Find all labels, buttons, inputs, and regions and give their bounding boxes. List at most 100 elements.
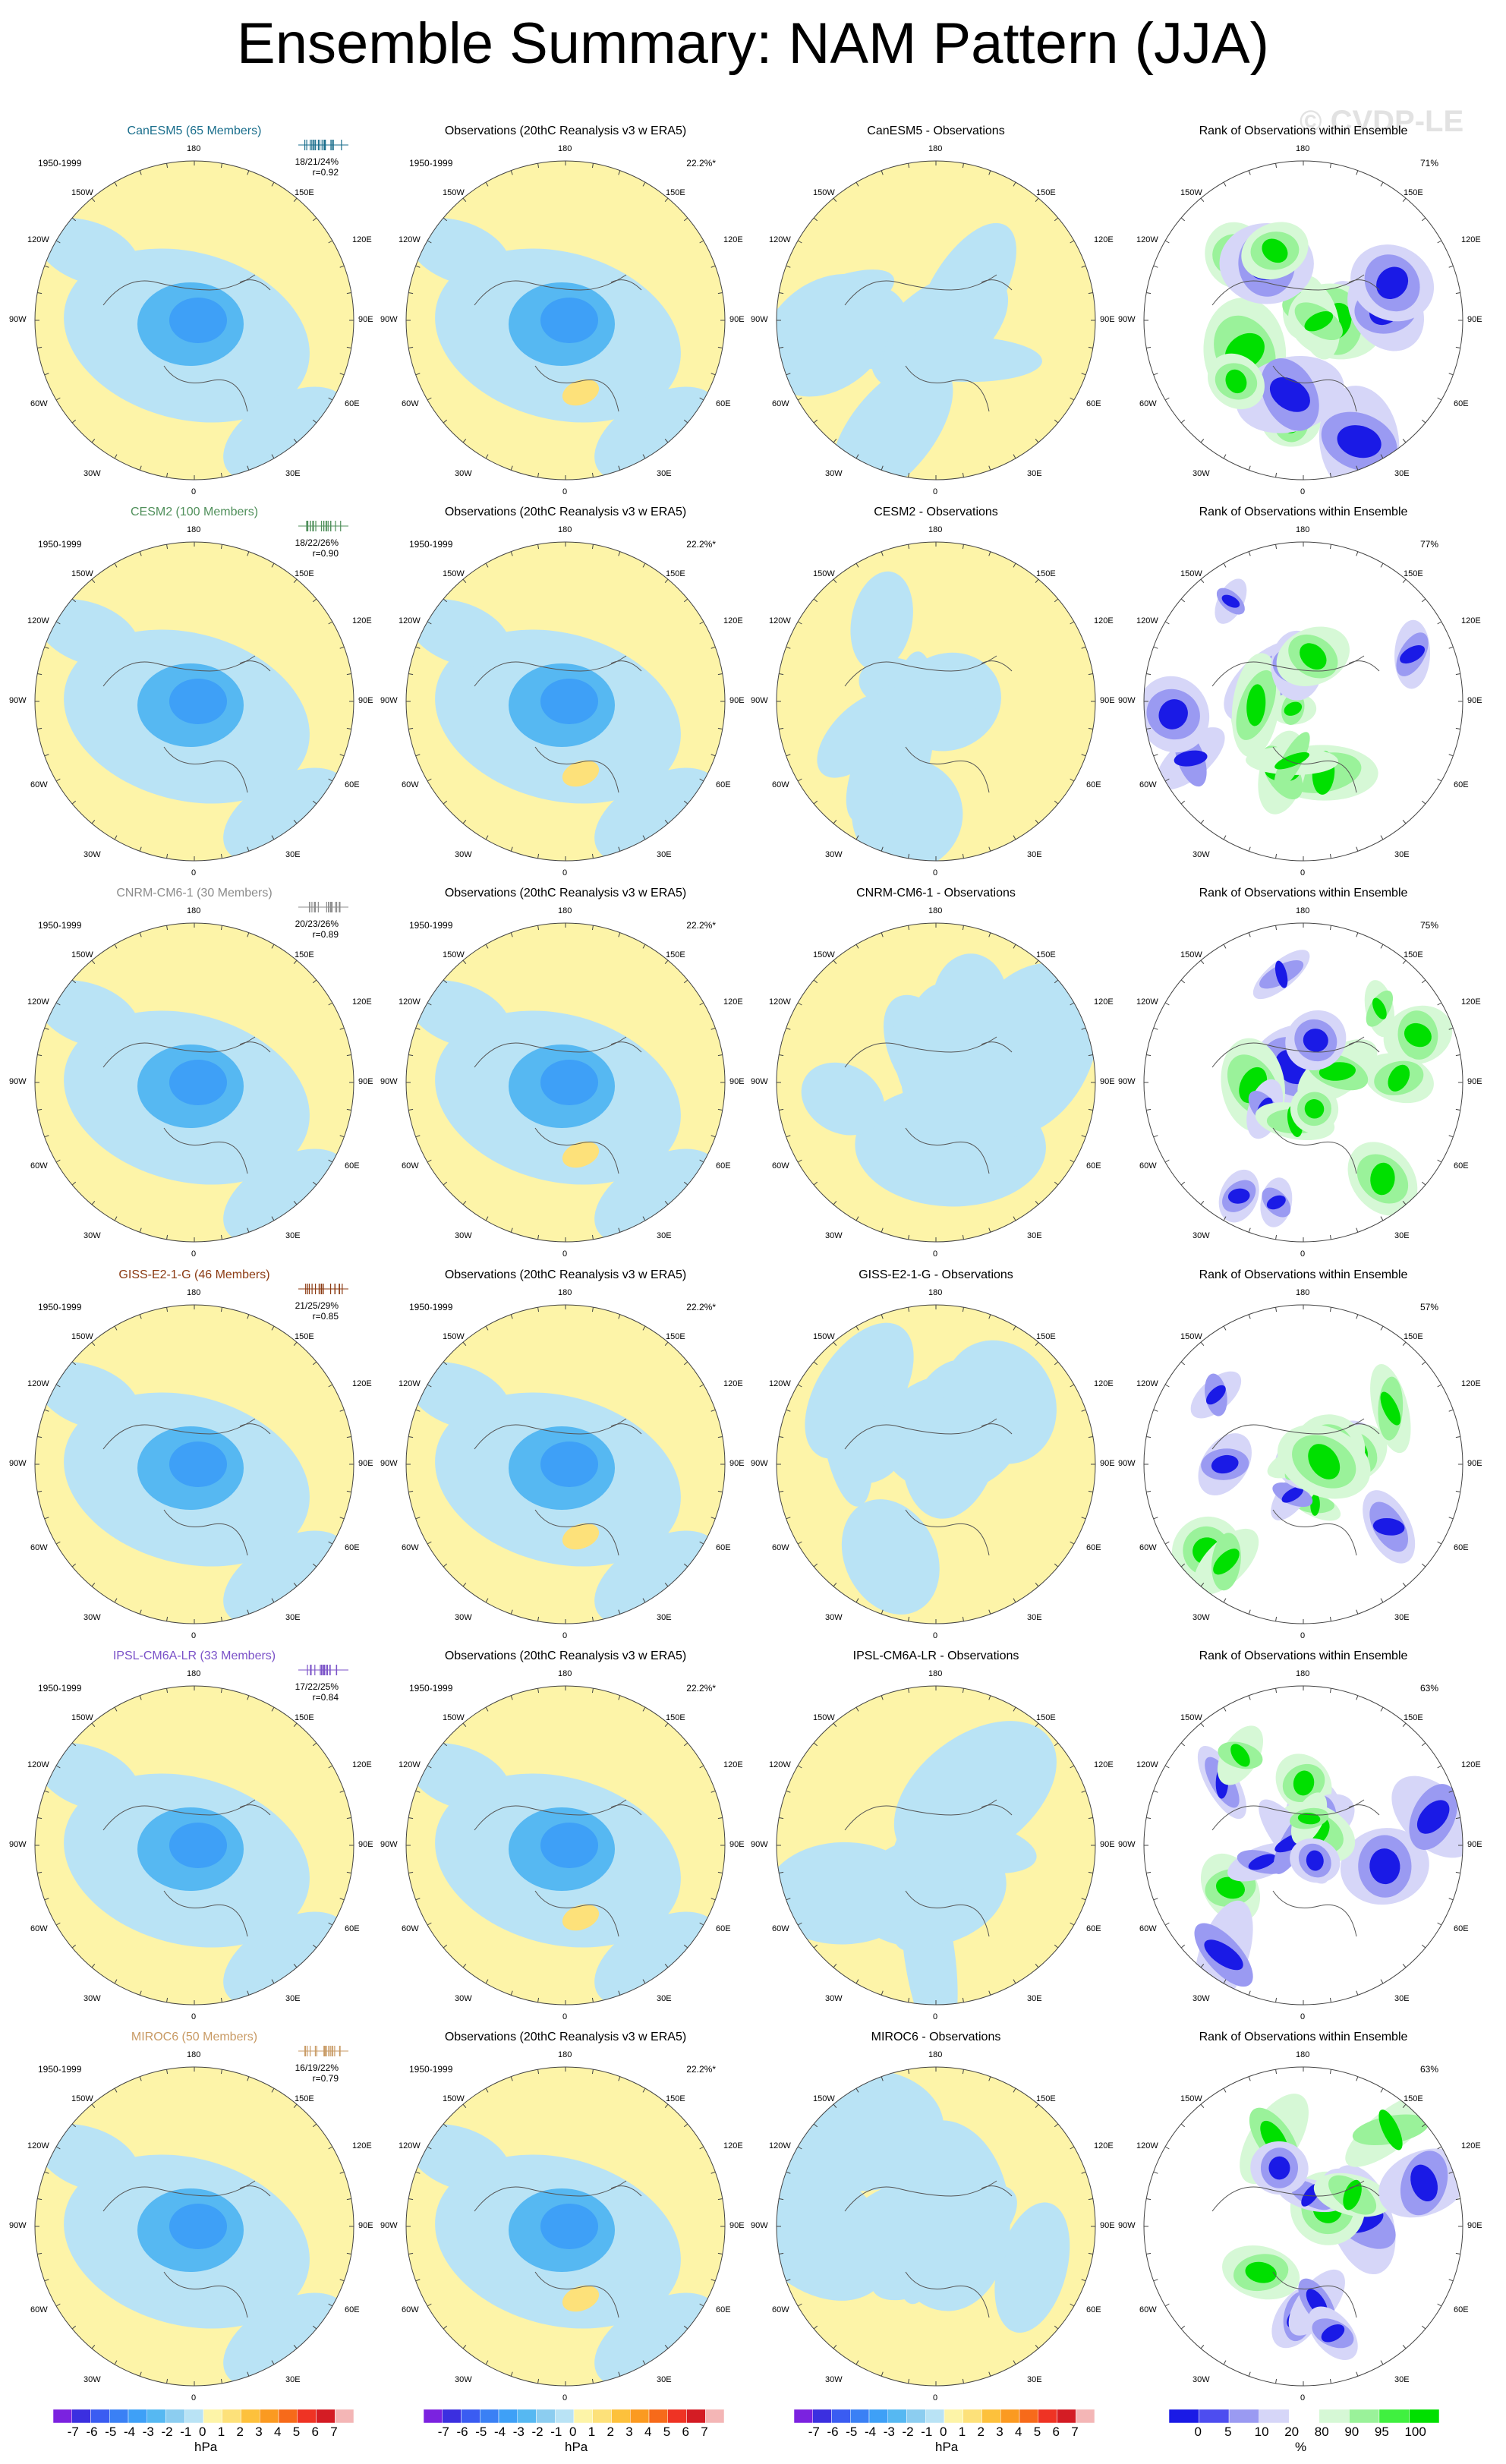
- map-boundary: [776, 160, 1096, 481]
- map-field: [406, 1686, 725, 2005]
- rank-region: [1327, 2190, 1396, 2249]
- rank-region: [1321, 411, 1397, 471]
- tick: [408, 346, 414, 348]
- rank-region: [1246, 1079, 1284, 1139]
- tick: [91, 1341, 96, 1347]
- rank-region: [1215, 578, 1247, 624]
- longitude-label: 180: [558, 1669, 572, 1678]
- tick: [328, 2303, 333, 2307]
- tick: [591, 853, 594, 859]
- tick: [537, 1688, 540, 1694]
- tick: [485, 944, 489, 949]
- tick: [510, 170, 513, 175]
- longitude-label: 150W: [1180, 188, 1202, 197]
- tick: [44, 373, 49, 376]
- tick: [813, 598, 818, 603]
- tick: [1200, 1341, 1205, 1347]
- tick: [988, 1609, 991, 1615]
- longitude-label: 150W: [443, 569, 465, 578]
- rank-region: [1308, 2306, 1358, 2361]
- longitude-label: 90W: [751, 696, 768, 705]
- tick: [537, 925, 540, 931]
- tick: [415, 2171, 421, 2174]
- colorbar-swatch: [536, 2409, 556, 2424]
- tick: [462, 1722, 467, 1728]
- rank-region: [1325, 281, 1363, 319]
- longitude-label: 90E: [358, 1840, 373, 1849]
- colorbar-tick-label: 5: [663, 2425, 671, 2439]
- tick: [1248, 846, 1251, 852]
- longitude-label: 120W: [1136, 997, 1158, 1007]
- rank-region: [1394, 619, 1431, 689]
- anomaly-region: [64, 1010, 310, 1185]
- map-field: [35, 542, 354, 861]
- longitude-label: 30E: [285, 1613, 301, 1622]
- longitude-label: 180: [558, 1288, 572, 1297]
- rank-region: [1274, 960, 1288, 988]
- rank-region: [1274, 751, 1309, 770]
- longitude-label: 0: [191, 2012, 197, 2021]
- longitude-label: 180: [558, 525, 572, 534]
- tick: [293, 438, 298, 443]
- longitude-label: 120E: [352, 2141, 372, 2150]
- map-field: [35, 1305, 354, 1624]
- tick: [642, 1979, 646, 1984]
- tick: [1081, 1135, 1086, 1138]
- longitude-label: 180: [187, 1669, 201, 1678]
- longitude-label: 90E: [1100, 1077, 1115, 1086]
- tick: [91, 1963, 96, 1968]
- tick: [618, 1227, 621, 1233]
- tick: [37, 727, 43, 729]
- longitude-label: 180: [187, 2050, 201, 2059]
- rank-region: [1272, 647, 1322, 684]
- longitude-label: 30E: [1027, 1994, 1042, 2003]
- tick: [779, 2198, 784, 2201]
- rank-region: [1328, 2175, 1377, 2215]
- colorbar-swatch: [1019, 2409, 1038, 2424]
- colorbar-swatch: [90, 2409, 110, 2424]
- longitude-label: 60E: [1454, 399, 1469, 408]
- longitude-label: 0: [562, 868, 568, 878]
- tick: [683, 2123, 688, 2128]
- tick: [786, 1027, 791, 1030]
- tick: [485, 562, 489, 568]
- tick: [1081, 373, 1086, 376]
- tick: [779, 1817, 784, 1820]
- tick: [271, 1216, 275, 1221]
- rank-region: [1323, 2188, 1342, 2214]
- longitude-label: 60W: [1139, 2305, 1157, 2314]
- tick: [271, 454, 275, 459]
- pattern-stats: 18/22/26%: [295, 537, 339, 548]
- longitude-label: 30W: [1193, 1994, 1210, 2003]
- longitude-label: 30W: [825, 850, 843, 859]
- longitude-label: 150W: [443, 950, 465, 959]
- tick: [1013, 2087, 1016, 2093]
- rank-percent: 63%: [1419, 1683, 1438, 1694]
- rank-region: [1306, 2289, 1328, 2317]
- rank-region: [1262, 1187, 1291, 1218]
- tick: [1402, 2344, 1407, 2349]
- longitude-label: 120W: [769, 1760, 791, 1769]
- colorbar-tick-label: 20: [1284, 2425, 1300, 2439]
- anomaly-region: [64, 629, 310, 804]
- rank-region: [1400, 2150, 1448, 2216]
- colorbar-swatch: [1169, 2409, 1199, 2424]
- longitude-label: 150W: [443, 1713, 465, 1722]
- obs-title: Observations (20thC Reanalysis v3 w ERA5…: [444, 2031, 687, 2043]
- longitude-label: 60W: [30, 1161, 48, 1171]
- colorbar-tick-label: 4: [1015, 2425, 1022, 2439]
- coastline: [844, 655, 1013, 793]
- longitude-label: 60W: [1139, 399, 1157, 408]
- tick: [779, 1108, 784, 1111]
- longitude-label: 90E: [1467, 315, 1482, 324]
- rank-region: [1227, 1842, 1297, 1882]
- longitude-label: 90E: [1100, 696, 1115, 705]
- tick: [779, 1436, 784, 1438]
- tick: [415, 1027, 421, 1030]
- anomaly-region: [169, 298, 227, 343]
- tick: [339, 1517, 345, 1520]
- tick: [1223, 1706, 1227, 1712]
- tick: [1146, 1490, 1152, 1492]
- rank-region: [1260, 1177, 1293, 1227]
- tick: [44, 1027, 49, 1030]
